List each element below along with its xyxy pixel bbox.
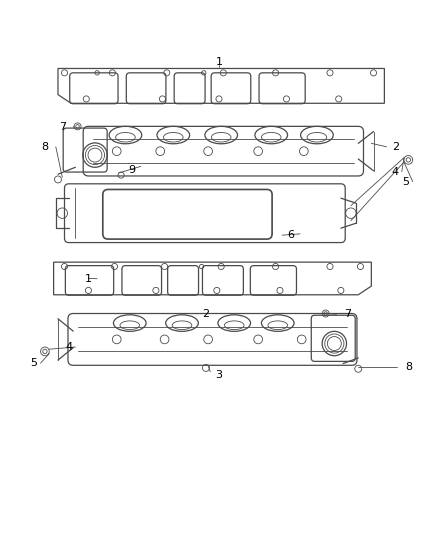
Text: 8: 8	[41, 142, 49, 152]
Text: 5: 5	[31, 358, 38, 368]
Text: 1: 1	[85, 273, 92, 284]
Text: 2: 2	[392, 142, 399, 152]
Text: 9: 9	[128, 165, 135, 175]
Text: 6: 6	[287, 230, 294, 240]
Text: 4: 4	[392, 167, 399, 176]
Text: 5: 5	[403, 176, 410, 187]
Text: 4: 4	[65, 342, 72, 352]
Text: 3: 3	[215, 370, 223, 381]
Text: 8: 8	[405, 361, 412, 372]
Text: 1: 1	[215, 57, 223, 67]
Text: 7: 7	[344, 309, 351, 319]
Text: 2: 2	[202, 309, 209, 319]
Text: 7: 7	[59, 122, 66, 132]
